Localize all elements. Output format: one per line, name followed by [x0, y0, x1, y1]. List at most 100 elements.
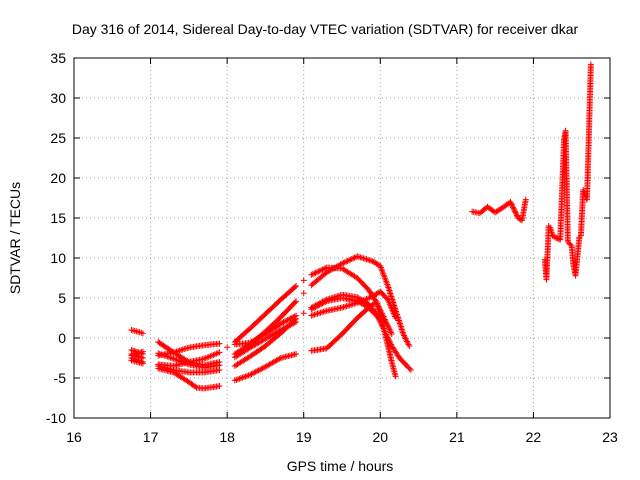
data-markers — [128, 61, 594, 392]
point-sat1 — [139, 330, 146, 337]
point-sat6 — [381, 320, 388, 327]
point-sat6 — [293, 312, 300, 319]
point-sat3 — [405, 364, 412, 371]
point-sat7 — [509, 203, 516, 209]
x-tick-label: 19 — [296, 429, 312, 445]
point-sat2 — [308, 271, 315, 278]
x-tick-label: 18 — [219, 429, 235, 445]
y-tick-label: 20 — [50, 170, 66, 186]
x-tick-label: 17 — [143, 429, 159, 445]
y-tick-label: 5 — [58, 290, 66, 306]
point-sat6 — [311, 304, 318, 311]
point-sat5 — [256, 366, 263, 373]
point-sat5 — [139, 359, 146, 365]
point-sat4 — [287, 321, 294, 328]
point-sat5 — [293, 351, 300, 357]
point-sat2 — [313, 269, 320, 276]
point-sat1 — [348, 256, 355, 263]
plot-frame — [73, 57, 611, 419]
point-sat3 — [404, 363, 411, 369]
point-sat6 — [320, 299, 327, 306]
point-sat4 — [284, 323, 291, 330]
point-sat6 — [313, 303, 320, 310]
x-tick-label: 22 — [526, 429, 542, 445]
point-sat2 — [224, 344, 231, 351]
point-sat3 — [407, 367, 414, 373]
point-sat2 — [291, 284, 298, 291]
point-sat6 — [312, 304, 319, 311]
point-sat2 — [319, 266, 326, 273]
point-sat1 — [406, 343, 413, 349]
point-sat1 — [341, 259, 348, 266]
point-sat6 — [287, 315, 294, 322]
point-sat5 — [249, 370, 256, 377]
point-sat4 — [216, 362, 223, 369]
point-sat2 — [320, 265, 327, 272]
point-sat4 — [286, 322, 293, 329]
point-sat1 — [340, 259, 347, 266]
point-sat1 — [300, 290, 307, 297]
point-sat3 — [406, 365, 413, 372]
point-sat7 — [511, 208, 518, 215]
point-sat2 — [385, 325, 392, 332]
point-sat6 — [322, 298, 329, 305]
point-sat7 — [511, 207, 518, 213]
point-sat5 — [192, 383, 199, 390]
point-sat2 — [385, 323, 392, 330]
point-sat1 — [293, 298, 300, 305]
point-sat7 — [507, 199, 514, 205]
point-sat5 — [255, 367, 262, 374]
point-sat8 — [567, 241, 574, 248]
point-sat6 — [279, 319, 286, 326]
point-sat6 — [288, 314, 295, 321]
y-tick-label: -5 — [54, 370, 67, 386]
x-tick-label: 21 — [449, 429, 465, 445]
point-sat2 — [311, 270, 318, 277]
point-sat6 — [290, 314, 297, 321]
y-tick-label: -10 — [46, 410, 66, 426]
y-tick-label: 0 — [58, 330, 66, 346]
point-sat2 — [315, 268, 322, 275]
point-sat2 — [318, 267, 325, 274]
point-sat6 — [280, 319, 287, 326]
x-tick-label: 20 — [372, 429, 388, 445]
point-sat7 — [510, 205, 517, 212]
y-tick-label: 10 — [50, 250, 66, 266]
point-sat6 — [319, 300, 326, 307]
point-sat1 — [347, 256, 354, 263]
point-sat5 — [254, 368, 261, 375]
point-sat5 — [276, 355, 283, 362]
point-sat6 — [286, 316, 293, 323]
grid — [74, 58, 610, 418]
chart-title: Day 316 of 2014, Sidereal Day-to-day VTE… — [72, 21, 579, 37]
point-sat2 — [300, 277, 307, 284]
point-sat2 — [316, 267, 323, 274]
point-sat3 — [300, 310, 307, 317]
point-sat8 — [555, 236, 562, 243]
point-sat6 — [284, 316, 291, 323]
point-sat7 — [508, 201, 515, 208]
point-sat6 — [283, 317, 290, 324]
point-sat4 — [283, 324, 290, 331]
point-sat5 — [258, 365, 265, 372]
point-sat5 — [392, 373, 399, 380]
axis-ticks — [73, 57, 611, 419]
point-sat2 — [387, 328, 394, 335]
point-sat2 — [388, 329, 395, 336]
x-axis-label: GPS time / hours — [287, 458, 394, 474]
point-sat4 — [290, 320, 297, 327]
point-sat8 — [587, 61, 594, 68]
point-sat2 — [388, 331, 395, 337]
point-sat6 — [380, 319, 387, 326]
point-sat7 — [513, 211, 520, 217]
point-sat6 — [281, 318, 288, 325]
point-sat5 — [216, 383, 223, 389]
point-sat4 — [280, 325, 287, 332]
point-sat6 — [216, 340, 223, 347]
point-sat2 — [293, 283, 300, 289]
point-sat6 — [139, 351, 146, 357]
point-sat7 — [512, 209, 519, 216]
point-sat1 — [345, 257, 352, 264]
point-sat1 — [351, 254, 358, 261]
y-tick-label: 30 — [50, 90, 66, 106]
